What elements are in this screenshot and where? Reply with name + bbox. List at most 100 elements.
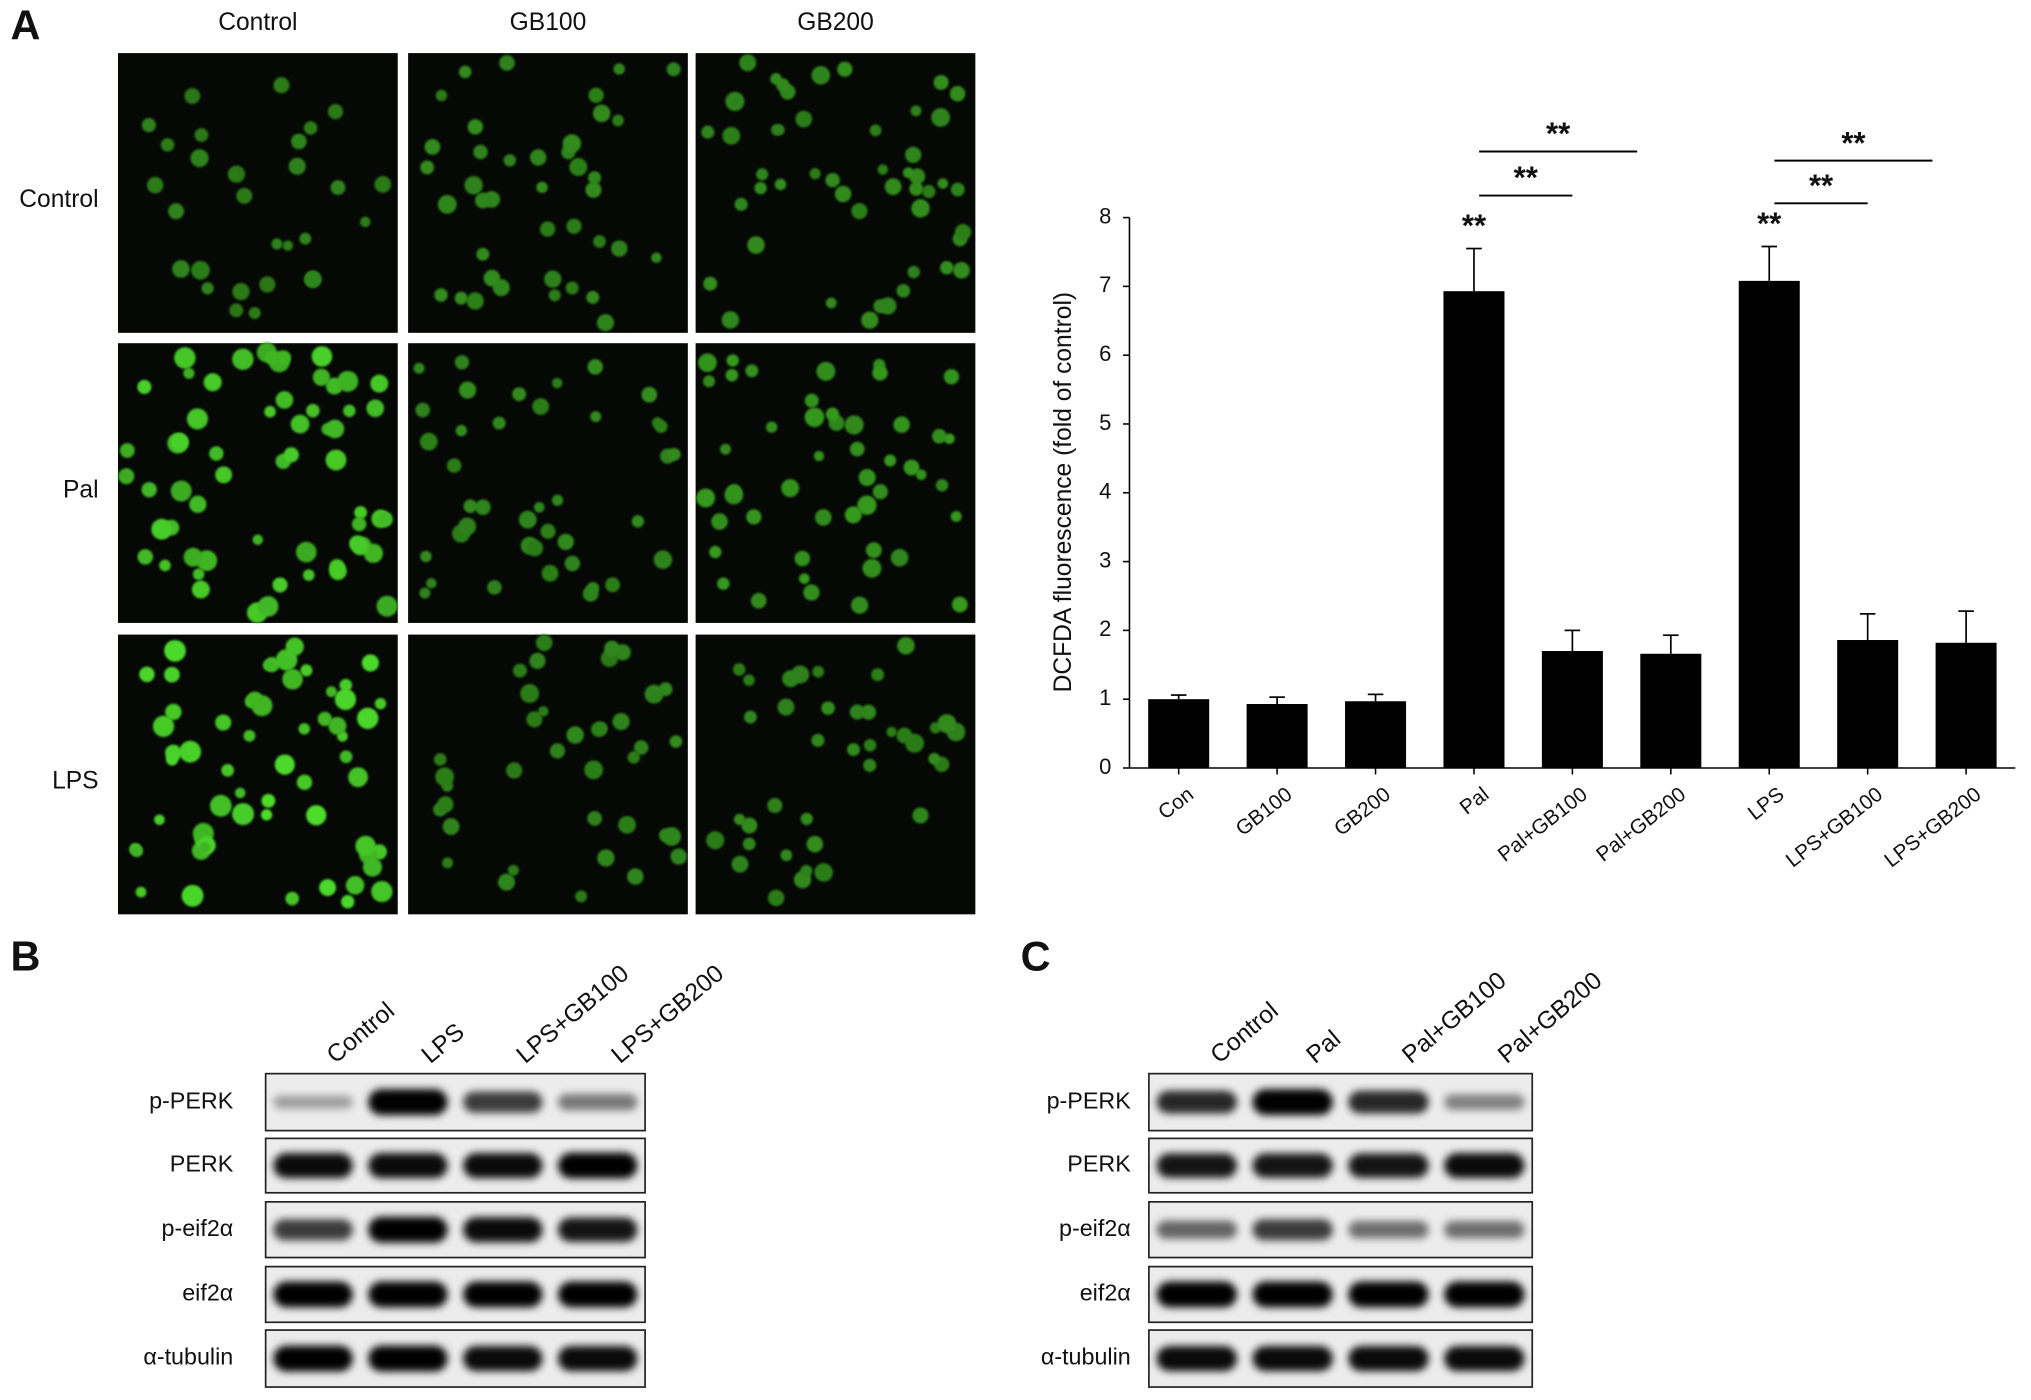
cell [174, 347, 196, 369]
cell [487, 580, 502, 595]
cell [658, 828, 673, 842]
cell [435, 89, 448, 102]
cell [170, 432, 189, 452]
cell [146, 176, 164, 194]
cell [538, 706, 549, 717]
cell [232, 348, 254, 370]
cell [696, 488, 716, 508]
cell [954, 223, 972, 241]
protein-label: PERK [170, 1151, 234, 1177]
cell [455, 424, 468, 437]
band [1252, 1153, 1333, 1178]
cell [274, 754, 295, 775]
cell [164, 666, 180, 683]
cell [800, 812, 813, 826]
cell [935, 479, 949, 492]
cell [951, 596, 968, 613]
cell [184, 88, 201, 104]
cell [248, 306, 261, 320]
cell [363, 543, 383, 563]
cell [191, 580, 210, 599]
cell [587, 811, 603, 826]
row-label: Control [19, 186, 98, 213]
micrograph [117, 342, 398, 623]
band [463, 1153, 543, 1179]
band [1444, 1153, 1525, 1179]
cell [152, 715, 175, 737]
y-tick-label: 3 [1099, 547, 1111, 572]
cell [896, 727, 913, 744]
cell [298, 723, 311, 735]
cell [633, 740, 649, 755]
micrograph [117, 53, 398, 333]
cell [339, 678, 353, 692]
bar [1935, 642, 1997, 768]
cell [725, 368, 739, 382]
cell [466, 292, 484, 310]
micrograph [408, 53, 688, 333]
cell [564, 555, 581, 572]
y-axis-label: DCFDA fluorescence (fold of control) [1050, 292, 1077, 693]
cell [569, 157, 588, 177]
significance-label: ** [1809, 168, 1834, 203]
cell [590, 411, 602, 423]
cell [905, 146, 922, 163]
cell [141, 481, 157, 498]
panel-letter: A [11, 1, 41, 48]
cell [825, 172, 840, 188]
cell [670, 848, 687, 865]
cell [328, 716, 347, 735]
cell [741, 817, 758, 834]
cell [433, 753, 447, 766]
cell [896, 284, 911, 298]
cell [756, 168, 769, 181]
cell [349, 535, 366, 552]
cell [165, 744, 182, 762]
cell [575, 890, 588, 903]
cell [604, 640, 621, 657]
cell [282, 240, 294, 251]
cell [201, 282, 214, 295]
lane-label: Pal+GB200 [1493, 967, 1607, 1069]
cell [459, 381, 477, 399]
cell [541, 564, 559, 582]
cell [937, 178, 949, 189]
cell [507, 864, 519, 876]
cell [264, 405, 276, 418]
cell [191, 260, 210, 280]
cell [931, 108, 951, 127]
x-tick-label: Pal+GB200 [1592, 783, 1690, 867]
cell [228, 169, 240, 180]
band [1444, 1281, 1525, 1308]
x-tick-label: LPS+GB100 [1782, 783, 1887, 872]
lane-label: LPS [417, 1018, 470, 1069]
cell [505, 762, 523, 779]
cell [804, 407, 825, 428]
cell [641, 386, 658, 403]
cell [424, 139, 441, 155]
significance-label: ** [1514, 160, 1539, 195]
bar [1345, 701, 1407, 768]
cell [130, 844, 144, 858]
band [368, 1345, 448, 1372]
blot-strip [264, 1265, 646, 1324]
cell [362, 857, 383, 877]
cell [937, 714, 957, 734]
cell [754, 181, 767, 195]
cell [234, 787, 246, 799]
band [368, 1216, 448, 1243]
blot-strip [264, 1072, 646, 1132]
cell [872, 484, 888, 500]
cell [209, 446, 224, 461]
band [273, 1345, 353, 1372]
blot-strip [1148, 1072, 1534, 1132]
cell [950, 511, 962, 523]
cell [902, 167, 914, 179]
cell [357, 707, 379, 730]
cell [813, 450, 825, 462]
cell [780, 849, 793, 862]
band [1156, 1281, 1237, 1308]
cell [706, 831, 725, 850]
cell [232, 283, 250, 301]
cell [194, 128, 209, 142]
